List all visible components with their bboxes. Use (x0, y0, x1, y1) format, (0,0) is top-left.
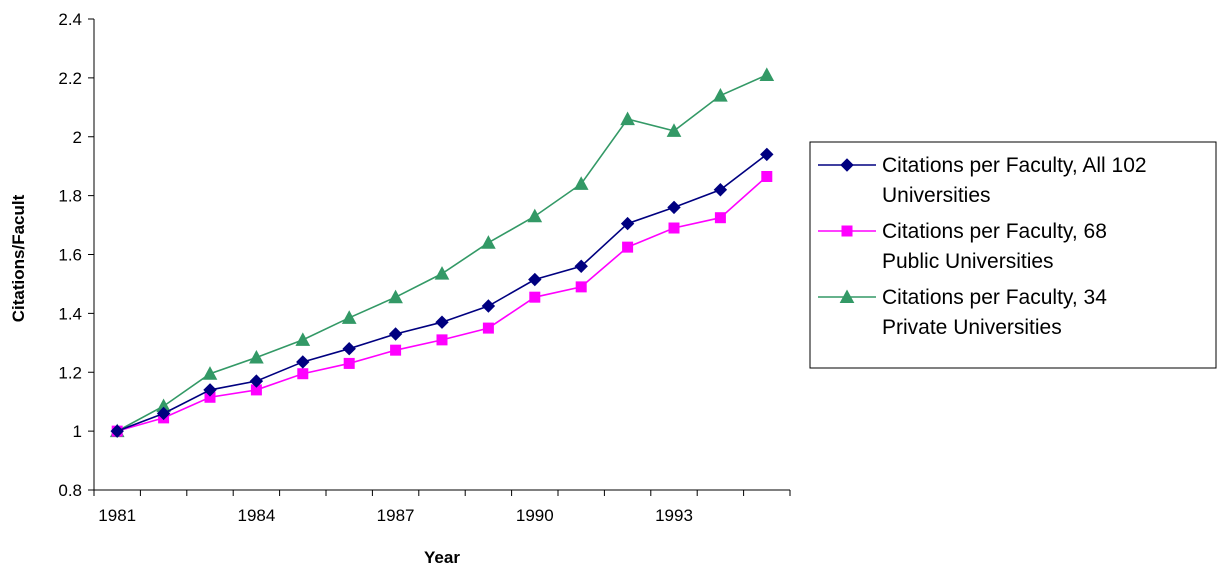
legend-item-3: Citations per Faculty, 34 Private Univers… (818, 286, 1107, 339)
data-point-marker (759, 67, 775, 81)
y-tick-label: 2.2 (58, 69, 82, 88)
y-tick-label: 2 (73, 128, 82, 147)
data-point-marker (667, 200, 681, 215)
legend-swatch-marker (839, 289, 855, 304)
y-tick-label: 0.8 (58, 481, 82, 500)
data-point-marker (761, 170, 773, 182)
data-point-marker (668, 222, 680, 234)
data-point-marker (481, 235, 496, 249)
legend-label: Citations per Faculty, All 102 (882, 154, 1147, 177)
y-tick-label: 2.4 (58, 10, 82, 29)
data-point-marker (529, 291, 541, 303)
legend-label: Private Universities (882, 316, 1062, 339)
y-tick-label: 1 (73, 422, 82, 441)
x-axis-title: Year (424, 548, 460, 567)
data-point-marker (295, 332, 311, 346)
data-point-marker (341, 310, 357, 324)
data-point-marker (249, 374, 264, 388)
data-point-marker (666, 123, 682, 137)
axes: 0.8 1 1.2 1.4 1.6 1.8 2 2.2 2.4 1981 1984 1987 1990 1… (58, 10, 791, 525)
data-point-marker (343, 357, 355, 369)
legend-swatch-marker (840, 158, 854, 172)
data-point-marker (296, 355, 310, 369)
data-point-marker (110, 424, 124, 438)
data-point-marker (249, 349, 264, 364)
legend-label: Public Universities (882, 250, 1054, 273)
x-tick-label: 1993 (655, 506, 693, 525)
data-point-marker (203, 383, 217, 397)
series-3 (109, 67, 775, 438)
legend-item-1: Citations per Faculty, All 102 Universiti… (818, 154, 1147, 207)
data-point-marker (620, 111, 635, 126)
data-point-marker (156, 406, 171, 421)
x-tick-label: 1984 (237, 506, 275, 525)
data-point-marker (760, 147, 774, 162)
series-layer (109, 67, 775, 438)
legend-item-2: Citations per Faculty, 68 Public Universi… (818, 220, 1107, 273)
y-tick-label: 1.8 (58, 187, 82, 206)
legend-label: Universities (882, 184, 991, 207)
data-point-marker (622, 241, 634, 253)
y-tick-label: 1.6 (58, 246, 82, 265)
data-point-marker (202, 366, 218, 380)
data-point-marker (713, 87, 728, 102)
data-point-marker (575, 281, 587, 293)
data-point-marker (434, 266, 450, 280)
legend: Citations per Faculty, All 102 Universiti… (809, 141, 1217, 369)
data-point-marker (435, 315, 449, 329)
legend-label: Citations per Faculty, 68 (882, 220, 1107, 243)
legend-box (809, 141, 1217, 369)
data-point-marker (482, 322, 494, 334)
legend-swatch-marker (841, 225, 853, 237)
data-point-marker (388, 289, 403, 304)
y-tick-label: 1.4 (58, 304, 82, 323)
data-point-marker (436, 334, 448, 346)
y-axis-title: Citations/Facult (9, 194, 28, 322)
data-point-marker (527, 208, 543, 223)
x-tick-label: 1987 (377, 506, 415, 525)
y-tick-label: 1.2 (58, 363, 82, 382)
data-point-marker (297, 368, 309, 380)
series-1 (110, 147, 774, 438)
data-point-marker (713, 183, 728, 197)
data-point-marker (620, 216, 635, 231)
data-point-marker (574, 259, 588, 273)
x-tick-label: 1981 (98, 506, 136, 525)
legend-label: Citations per Faculty, 34 (882, 286, 1107, 309)
data-point-marker (342, 341, 356, 356)
data-point-marker (388, 327, 403, 341)
x-tick-label: 1990 (516, 506, 554, 525)
data-point-marker (528, 272, 542, 287)
data-point-marker (390, 344, 402, 356)
data-point-marker (481, 299, 496, 313)
data-point-marker (714, 212, 726, 224)
data-point-marker (573, 176, 589, 190)
